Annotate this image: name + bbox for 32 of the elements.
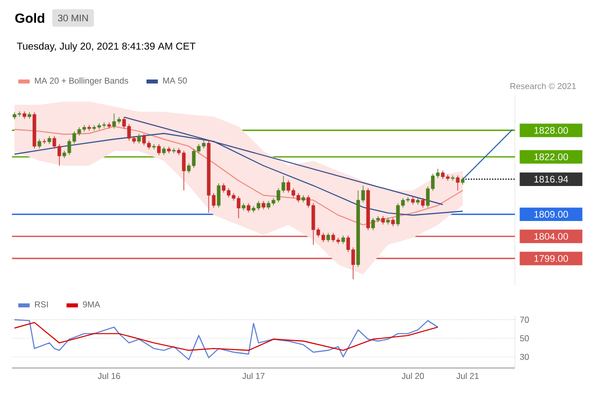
candlestick — [456, 175, 460, 191]
chart-title: Gold — [15, 13, 44, 23]
y-tick-label: 1816.94 — [534, 176, 568, 183]
y-tick-label: 70 — [520, 316, 529, 323]
candlestick — [38, 138, 42, 149]
legend-label: MA 50 — [163, 78, 187, 84]
legend-label: 9MA — [82, 301, 100, 308]
x-tick-label: Jul 21 — [456, 372, 479, 379]
candlestick — [326, 232, 330, 242]
candlestick — [216, 183, 220, 208]
y-tick-label: 1804.00 — [534, 233, 568, 240]
text: Tuesday, July 20, 2021 8:41:39 AM CET — [16, 42, 196, 52]
text: Research © 2021 — [510, 82, 576, 90]
legend-label: RSI — [35, 301, 48, 308]
y-tick-label: 50 — [520, 335, 529, 342]
line-series — [14, 322, 438, 351]
line-series — [14, 319, 438, 360]
x-tick-label: Jul 20 — [402, 372, 424, 379]
legend-label: MA 20 + Bollinger Bands — [35, 77, 128, 86]
candlestick — [152, 144, 156, 150]
y-tick-label: 1828.00 — [534, 126, 568, 134]
x-tick-label: Jul 17 — [242, 372, 264, 379]
candlestick — [246, 202, 250, 213]
candlestick — [421, 198, 425, 208]
y-tick-label: 30 — [520, 354, 529, 360]
candlestick — [137, 134, 141, 144]
chart-subtitle: 30 MIN — [58, 14, 88, 22]
y-tick-label: 1822.00 — [534, 153, 568, 160]
y-tick-label: 1809.00 — [534, 210, 568, 218]
candlestick — [157, 144, 161, 156]
x-tick-label: Jul 16 — [98, 372, 120, 379]
y-tick-label: 1799.00 — [534, 255, 568, 262]
